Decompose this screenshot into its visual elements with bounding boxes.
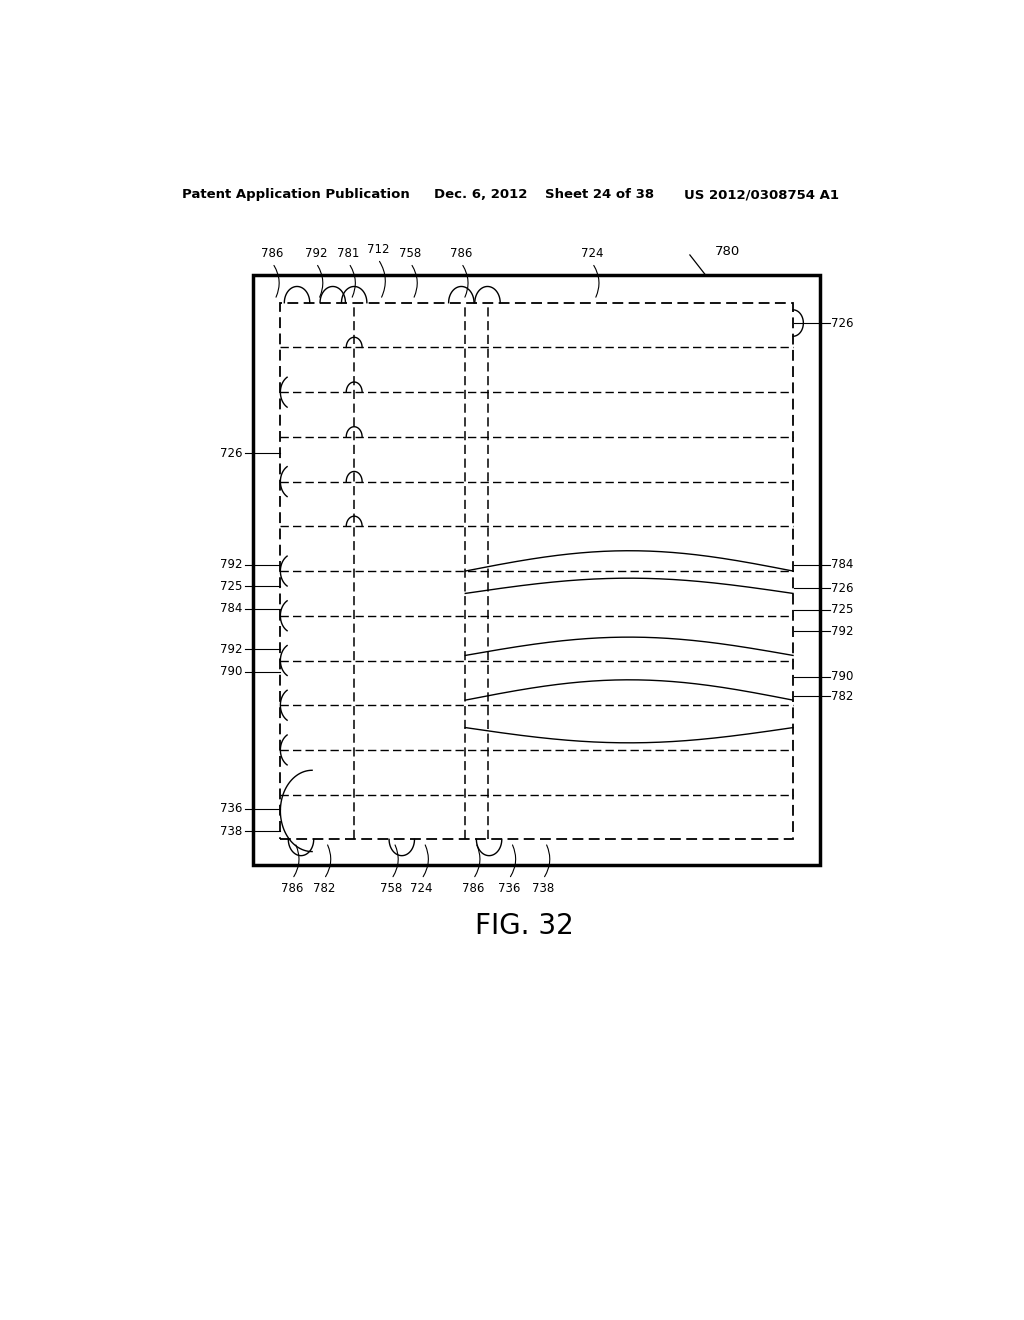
Text: 738: 738 [531,882,554,895]
Text: 712: 712 [367,243,389,256]
Text: 736: 736 [498,882,520,895]
Text: 724: 724 [411,882,433,895]
Text: 725: 725 [220,579,243,593]
Text: Sheet 24 of 38: Sheet 24 of 38 [545,189,653,202]
Text: 786: 786 [451,247,472,260]
Text: Patent Application Publication: Patent Application Publication [182,189,410,202]
Text: 738: 738 [220,825,243,838]
Text: 786: 786 [281,882,303,895]
Text: FIG. 32: FIG. 32 [475,912,574,940]
Text: 726: 726 [831,317,854,330]
Text: 782: 782 [831,689,854,702]
Text: US 2012/0308754 A1: US 2012/0308754 A1 [684,189,839,202]
Text: 780: 780 [715,246,740,259]
Text: 784: 784 [220,602,243,615]
Text: 782: 782 [312,882,335,895]
Text: 790: 790 [831,671,854,684]
Text: 790: 790 [220,665,243,678]
Text: 736: 736 [220,803,243,816]
Text: 725: 725 [831,603,854,616]
Text: 784: 784 [831,558,854,572]
Text: 724: 724 [581,247,603,260]
Text: 781: 781 [338,247,359,260]
Text: 758: 758 [380,882,402,895]
Text: 726: 726 [220,446,243,459]
Text: 792: 792 [831,624,854,638]
Text: 726: 726 [831,582,854,595]
Bar [281,302,793,840]
Text: 786: 786 [462,882,484,895]
Text: 786: 786 [261,247,284,260]
Text: 792: 792 [220,643,243,656]
Text: Dec. 6, 2012: Dec. 6, 2012 [433,189,527,202]
Text: 792: 792 [220,558,243,572]
Text: 758: 758 [399,247,422,260]
Text: 792: 792 [305,247,328,260]
Bar [253,276,820,865]
